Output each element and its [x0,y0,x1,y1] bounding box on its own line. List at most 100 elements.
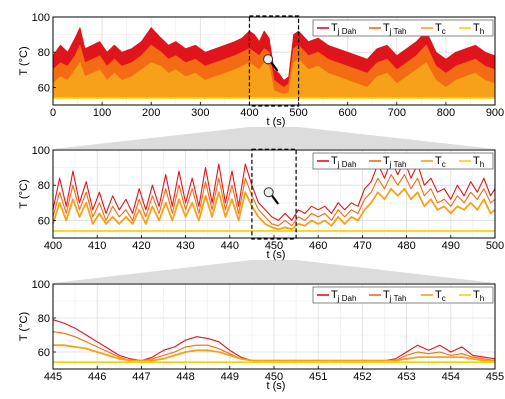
magnifier-lens [263,54,274,65]
legend-label: Th [473,155,484,169]
y-tick-label: 100 [32,145,50,157]
x-tick-label: 420 [132,240,150,252]
legend-label-sub: j Tah [389,160,407,169]
legend-label: Tj Dah [331,289,356,303]
legend-label-main: T [331,289,338,301]
legend-label: Tc [435,289,446,303]
legend-box [312,152,494,170]
legend-item-tc: Tc [421,22,446,36]
y-axis-label: T (°C) [18,312,30,341]
x-tick-label: 0 [50,107,56,119]
legend-label-sub: j Tah [389,294,407,303]
series-tj_tah [52,174,496,227]
ticks: 0 100 200 300 400 500 600 700 800 900 60 80 100 [32,12,505,119]
x-tick-label: 900 [486,107,504,119]
legend-label-sub: h [480,294,484,303]
chart-panel-top: 0 100 200 300 400 500 600 700 800 900 60 80 100 t (s)… [18,12,504,128]
y-tick-label: 80 [38,47,50,59]
x-tick-label: 445 [44,371,62,383]
legend-label-main: T [435,155,442,167]
legend-label-main: T [331,22,338,34]
y-tick-label: 100 [32,279,50,291]
legend-label: Tj Tah [383,155,407,169]
legend-item-tj_dah: Tj Dah [317,22,356,36]
x-tick-label: 460 [309,240,327,252]
magnifier-icon [263,187,279,205]
x-tick-label: 800 [437,107,455,119]
x-tick-label: 430 [176,240,194,252]
zoom-connector [53,260,495,283]
magnifier-handle [270,194,279,205]
legend-label-sub: c [442,27,446,36]
legend-label-sub: j Dah [337,160,357,169]
legend-item-th: Th [459,155,484,169]
series-tc [52,58,496,99]
x-tick-label: 454 [442,371,460,383]
legend: Tj Dah Tj Tah Tc Th [312,286,494,304]
x-tick-label: 447 [132,371,150,383]
legend-label-main: T [473,22,480,34]
legend-label-sub: j Dah [337,27,357,36]
legend: Tj Dah Tj Tah Tc Th [312,152,494,170]
series-tj_dah [52,160,496,221]
series-group [52,319,496,364]
y-tick-label: 60 [38,82,50,94]
chart-panel-bottom: 445 446 447 448 449 450 451 452 453 454 455 60 80 100… [18,279,504,392]
x-axis-label: t (s) [267,116,286,128]
legend-label-sub: h [480,160,484,169]
axes-frame [52,16,496,106]
x-tick-label: 449 [221,371,239,383]
magnifier-icon [263,54,279,72]
legend-label-main: T [435,289,442,301]
legend: Tj Dah Tj Tah Tc Th [312,19,494,37]
series-tc [52,187,496,231]
x-tick-label: 448 [176,371,194,383]
legend-label-main: T [331,155,338,167]
y-tick-label: 60 [38,215,50,227]
x-tick-label: 200 [142,107,160,119]
magnifier-handle [270,61,279,72]
x-tick-label: 600 [338,107,356,119]
legend-item-tc: Tc [421,289,446,303]
series-tc [53,344,495,362]
x-tick-label: 490 [442,240,460,252]
x-axis-label: t (s) [267,249,286,261]
ticks: 445 446 447 448 449 450 451 452 453 454 455 60 80 100 [32,279,505,383]
legend-label: Th [473,22,484,36]
chart-panel-middle: 400 410 420 430 440 450 460 470 480 490 500 60 80 100… [18,145,504,261]
legend-label: Tj Dah [331,22,356,36]
y-tick-label: 80 [38,313,50,325]
legend-label-main: T [473,155,480,167]
x-tick-label: 440 [221,240,239,252]
x-tick-label: 450 [265,240,283,252]
legend-item-th: Th [459,289,484,303]
x-tick-label: 700 [388,107,406,119]
y-axis-label: T (°C) [18,179,30,208]
legend-label: Tc [435,155,446,169]
legend-label-sub: h [480,27,484,36]
y-tick-label: 60 [38,347,50,359]
x-tick-label: 500 [289,107,307,119]
legend-item-tj_dah: Tj Dah [317,289,356,303]
legend-box [312,19,494,37]
legend-label-main: T [383,22,390,34]
legend-label: Tj Tah [383,289,407,303]
series-group [52,160,496,232]
x-tick-label: 453 [397,371,415,383]
x-tick-label: 400 [240,107,258,119]
x-tick-label: 500 [486,240,504,252]
legend-label: Th [473,289,484,303]
legend-item-tj_tah: Tj Tah [369,22,407,36]
legend-label-sub: j Dah [337,294,357,303]
legend-label-main: T [383,289,390,301]
legend-label-sub: j Tah [389,27,407,36]
legend-label-sub: c [442,294,446,303]
magnifier-lens [263,187,274,198]
legend-item-tj_tah: Tj Tah [369,155,407,169]
y-tick-label: 80 [38,180,50,192]
legend-label: Tj Tah [383,22,407,36]
x-tick-label: 446 [88,371,106,383]
x-tick-label: 100 [93,107,111,119]
x-tick-label: 400 [44,240,62,252]
